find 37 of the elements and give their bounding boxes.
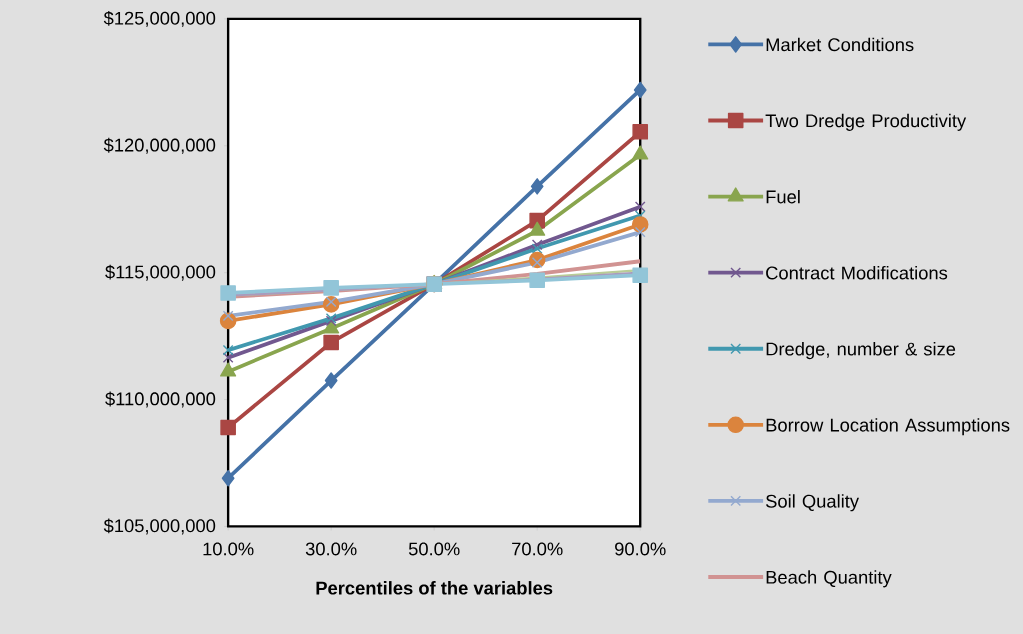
point <box>530 178 544 195</box>
y-tick-label: $110,000,000 <box>105 391 216 408</box>
legend-label: Soil Quality <box>766 494 859 512</box>
legend-label: Two Dredge Productivity <box>765 113 967 131</box>
point <box>222 352 234 363</box>
point <box>633 81 647 99</box>
legend-label: Fuel <box>766 189 800 204</box>
x-tick-label: 90.0% <box>615 542 666 556</box>
point <box>531 239 543 251</box>
point <box>531 243 543 254</box>
legend-label: Market Conditions <box>766 37 914 52</box>
y-tick-label: $115,000,000 <box>105 264 216 281</box>
y-tick-label: $105,000,000 <box>103 518 216 535</box>
legend-label: Beach Quantity <box>766 570 892 588</box>
y-tick-label: $125,000,000 <box>103 10 216 27</box>
legend-label: Borrow Location Assumptions <box>766 418 1010 436</box>
point <box>222 344 234 356</box>
point <box>632 267 649 283</box>
x-tick-label: 70.0% <box>512 542 563 556</box>
point <box>631 216 649 233</box>
y-tick-label: $120,000,000 <box>103 137 216 154</box>
x-tick-label: 10.0% <box>203 542 254 556</box>
x-axis-title: Percentiles of the variables <box>316 581 553 595</box>
point <box>634 226 646 238</box>
point <box>529 272 545 288</box>
point <box>220 285 236 301</box>
legend-label: Dredge, number & size <box>766 341 956 360</box>
legend-label: Contract Modifications <box>766 265 948 280</box>
point <box>323 280 339 296</box>
point <box>220 419 236 436</box>
point <box>632 123 649 140</box>
point <box>323 334 339 351</box>
point <box>221 469 235 487</box>
point <box>324 372 338 389</box>
x-tick-label: 30.0% <box>305 542 357 556</box>
point <box>634 201 646 212</box>
x-tick-label: 50.0% <box>408 542 460 556</box>
